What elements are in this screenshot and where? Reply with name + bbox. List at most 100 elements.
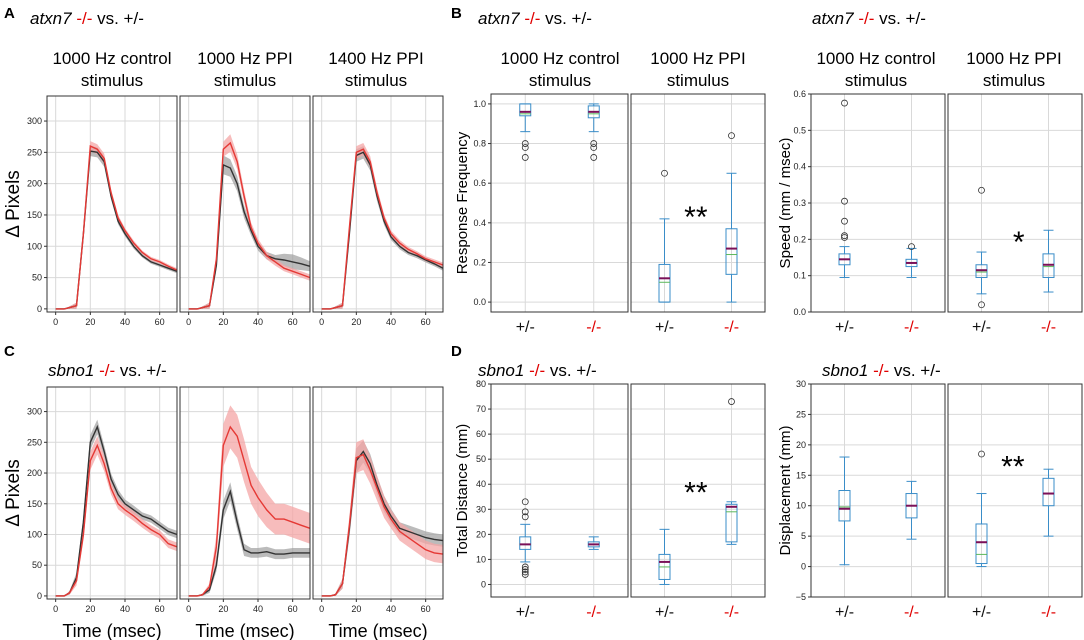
c-p2-mut-band xyxy=(188,405,310,596)
d-left-box-1-outlier xyxy=(521,568,529,576)
a-p3-xtick-label: 40 xyxy=(386,317,396,327)
d-right-ytick-label: 10 xyxy=(796,501,806,511)
b-left-p1-frame xyxy=(490,93,629,313)
a-p1-het-band xyxy=(55,146,178,309)
title-a: atxn7 -/- vs. +/- xyxy=(30,9,144,28)
d-left-ytick-label: 70 xyxy=(476,404,486,414)
d-right-p1-frame xyxy=(810,383,946,598)
a-p2-frame xyxy=(179,95,311,313)
c-p3-het-band xyxy=(321,440,443,596)
a-ylabel: Δ Pixels xyxy=(3,170,24,238)
col-title-b2-line2: stimulus xyxy=(667,71,729,90)
c-p1-xtick-label: 40 xyxy=(120,604,130,614)
c-p1-xtick-label: 60 xyxy=(155,604,165,614)
b-right-box-1-outlier xyxy=(841,217,848,225)
c-p1-xtick-label: 20 xyxy=(85,604,95,614)
b-right-ytick-label: 0.2 xyxy=(793,234,806,244)
a-p1-ytick-label: 300 xyxy=(27,116,42,126)
d-right-box-3-iqr xyxy=(975,523,988,565)
b-right-ytick-label: 0.3 xyxy=(793,198,806,208)
c-p2-xtick-label: 20 xyxy=(218,604,228,614)
col-title-b4-line1: 1000 Hz PPI xyxy=(966,49,1061,68)
d-left-ytick-label: 10 xyxy=(476,554,486,564)
d-left-ytick-label: 30 xyxy=(476,504,486,514)
a-p3-mut-line xyxy=(321,148,444,310)
d-right-ytick-label: 30 xyxy=(796,379,806,389)
a-p1-ytick-label: 200 xyxy=(27,179,42,189)
c-p1-ytick-label: 200 xyxy=(27,468,42,478)
c-p3-xtick-label: 20 xyxy=(351,604,361,614)
b-right-significance: * xyxy=(1013,226,1025,259)
c-p1-frame xyxy=(46,386,178,600)
d-right-category-label: -/- xyxy=(904,604,919,621)
b-right-box-1-outlier xyxy=(841,99,848,107)
col-title-a1-line1: 1000 Hz control xyxy=(52,49,171,68)
d-left-box-1-outlier xyxy=(521,563,529,571)
d-left-category-label: -/- xyxy=(586,604,601,621)
col-title-b4-line2: stimulus xyxy=(983,71,1045,90)
c-p1-ytick-label: 250 xyxy=(27,437,42,447)
b-left-p2-frame xyxy=(630,93,766,313)
a-p3-xtick-label: 20 xyxy=(351,317,361,327)
d-left-box-4-outlier xyxy=(728,398,735,405)
d-right-ytick-label: 5 xyxy=(801,531,806,541)
b-left-ytick-label: 0.0 xyxy=(473,297,486,307)
b-right-ylabel: Speed (mm / msec) xyxy=(777,138,794,269)
c-p2-mut-line xyxy=(188,425,311,597)
c-p1-xlabel: Time (msec) xyxy=(62,621,161,640)
b-left-category-label: +/- xyxy=(655,319,674,336)
a-p2-het-band xyxy=(188,155,310,309)
c-p1-mut-line xyxy=(55,443,178,597)
b-right-ytick-label: 0.6 xyxy=(793,89,806,99)
b-left-box-1-outlier xyxy=(521,144,529,151)
d-right-p2-frame xyxy=(947,383,1083,598)
d-right-ytick-label: 15 xyxy=(796,470,806,480)
c-p1-ytick-label: 150 xyxy=(27,499,42,509)
d-left-box-1-outlier xyxy=(521,513,529,521)
c-p1-xtick-label: 0 xyxy=(53,604,58,614)
b-left-box-4-outlier xyxy=(728,132,735,140)
a-p2-xtick-label: 60 xyxy=(288,317,298,327)
c-p1-ytick-label: 0 xyxy=(37,591,42,601)
col-title-a2-line1: 1000 Hz PPI xyxy=(197,49,292,68)
d-left-box-1-outlier xyxy=(521,571,529,578)
b-left-ytick-label: 0.4 xyxy=(473,218,486,228)
c-p2-het-line xyxy=(188,489,310,597)
d-left-ytick-label: 0 xyxy=(481,579,486,589)
title-c: sbno1 -/- vs. +/- xyxy=(48,361,167,380)
col-title-b2-line1: 1000 Hz PPI xyxy=(650,49,745,68)
d-left-category-label: +/- xyxy=(516,604,535,621)
d-left-category-label: +/- xyxy=(655,604,674,621)
b-right-category-label: -/- xyxy=(1041,319,1056,336)
a-p3-frame xyxy=(312,95,444,313)
b-left-box-1-iqr xyxy=(519,103,532,117)
b-right-box-2-outlier xyxy=(908,243,915,251)
b-right-box-3-outlier xyxy=(978,186,985,194)
d-right-category-label: +/- xyxy=(972,604,991,621)
c-p3-xlabel: Time (msec) xyxy=(328,621,427,640)
b-right-box-3-outlier xyxy=(978,301,985,309)
d-left-category-label: -/- xyxy=(724,604,739,621)
b-left-ylabel: Response Frequency xyxy=(454,131,471,274)
col-title-a2-line2: stimulus xyxy=(214,71,276,90)
c-p2-het-band xyxy=(188,482,310,596)
a-p1-mut-band xyxy=(55,141,178,309)
d-right-box-1-iqr xyxy=(838,490,851,522)
c-p3-frame xyxy=(312,386,444,600)
a-p3-xtick-label: 60 xyxy=(421,317,431,327)
d-right-ytick-label: 25 xyxy=(796,409,806,419)
d-right-ylabel: Displacement (mm) xyxy=(777,425,794,555)
c-p3-mut-band xyxy=(321,439,443,596)
a-p3-xtick-label: 0 xyxy=(319,317,324,327)
a-p1-ytick-label: 100 xyxy=(27,241,42,251)
c-p2-frame xyxy=(179,386,311,600)
a-p3-het-band xyxy=(321,146,443,309)
col-title-b3-line2: stimulus xyxy=(845,71,907,90)
d-left-ytick-label: 50 xyxy=(476,454,486,464)
d-right-box-3-outlier xyxy=(978,450,985,458)
b-right-box-1-outlier xyxy=(841,232,848,240)
a-p1-ytick-label: 150 xyxy=(27,210,42,220)
d-left-ytick-label: 60 xyxy=(476,429,486,439)
b-right-box-1-outlier xyxy=(841,234,848,241)
